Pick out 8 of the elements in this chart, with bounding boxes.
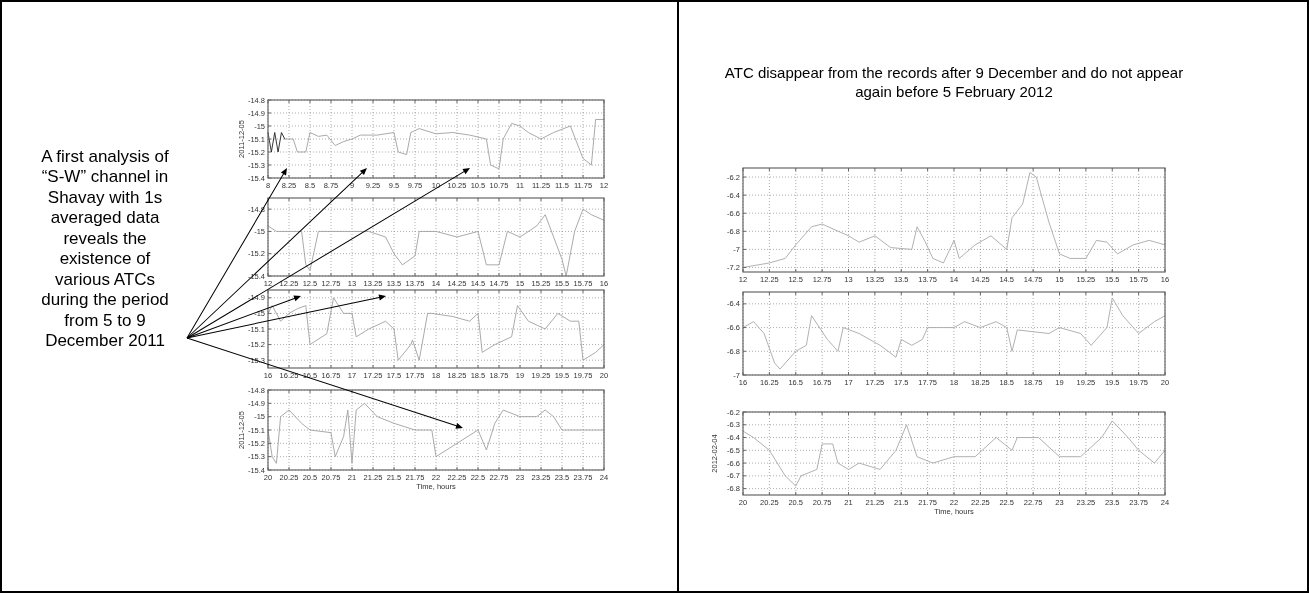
text: A first analysis of “S-W” channel in Shavay with 1s averaged data reveals the existence of various ATCs during the period from 5 to 9 December 2011 (41, 146, 169, 350)
line-series (742, 297, 1166, 370)
line-series (267, 297, 605, 361)
line-series (284, 119, 605, 170)
line-series (742, 420, 1166, 487)
line-series (267, 402, 605, 464)
line-series (742, 172, 1166, 268)
chart-title: ATC disappear from the records after 9 December and do not appear again before 5 February 2012 (724, 64, 1184, 100)
